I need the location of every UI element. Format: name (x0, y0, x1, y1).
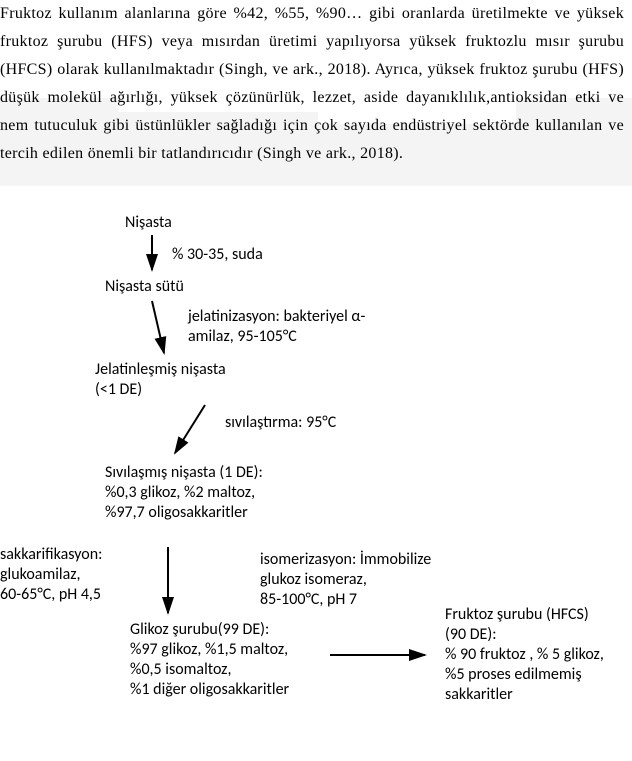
intro-paragraph: Fruktoz kullanım alanlarına göre %42, %5… (0, 0, 632, 168)
intro-text: Fruktoz kullanım alanlarına göre %42, %5… (0, 5, 624, 162)
arrow-3 (175, 405, 205, 453)
process-diagram: Nişasta % 30-35, suda Nişasta sütü jelat… (0, 205, 632, 761)
arrows-layer (0, 205, 632, 761)
arrow-2 (152, 301, 164, 353)
